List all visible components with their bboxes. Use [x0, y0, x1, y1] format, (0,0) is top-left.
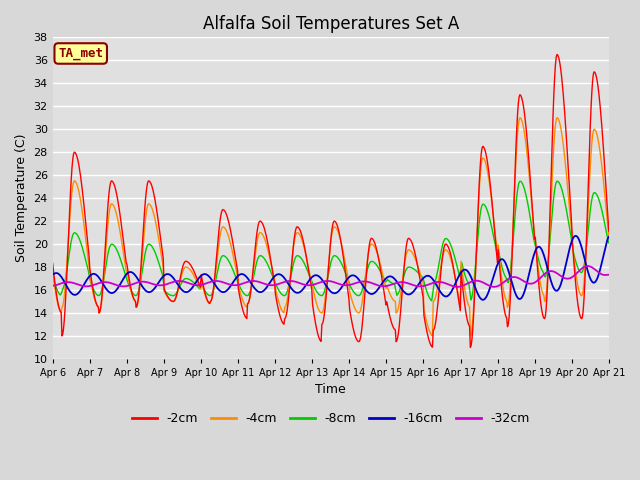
Y-axis label: Soil Temperature (C): Soil Temperature (C): [15, 134, 28, 263]
Legend: -2cm, -4cm, -8cm, -16cm, -32cm: -2cm, -4cm, -8cm, -16cm, -32cm: [127, 407, 535, 430]
Text: TA_met: TA_met: [58, 47, 103, 60]
X-axis label: Time: Time: [316, 384, 346, 396]
Title: Alfalfa Soil Temperatures Set A: Alfalfa Soil Temperatures Set A: [203, 15, 459, 33]
